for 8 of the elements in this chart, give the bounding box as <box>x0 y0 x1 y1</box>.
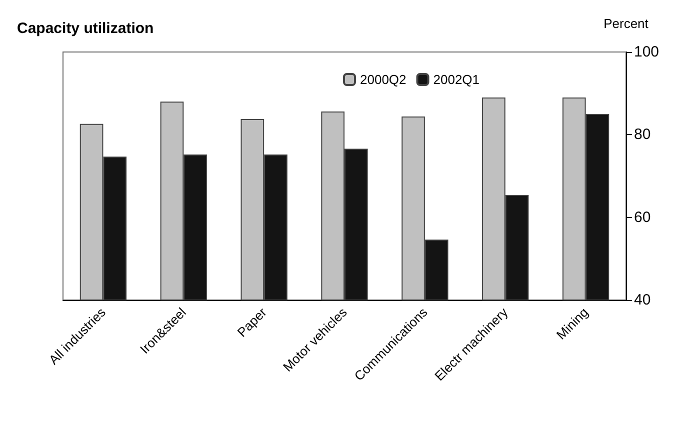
y-tick-label: 40 <box>634 292 651 308</box>
legend-label: 2002Q1 <box>433 72 480 87</box>
y-axis-title: Percent <box>604 16 649 31</box>
y-tick-label: 60 <box>634 208 651 226</box>
chart-title: Capacity utilization <box>17 20 154 37</box>
y-tick-label: 80 <box>634 126 651 144</box>
legend-label: 2000Q2 <box>360 72 406 87</box>
y-tick-label: 100 <box>634 44 660 60</box>
